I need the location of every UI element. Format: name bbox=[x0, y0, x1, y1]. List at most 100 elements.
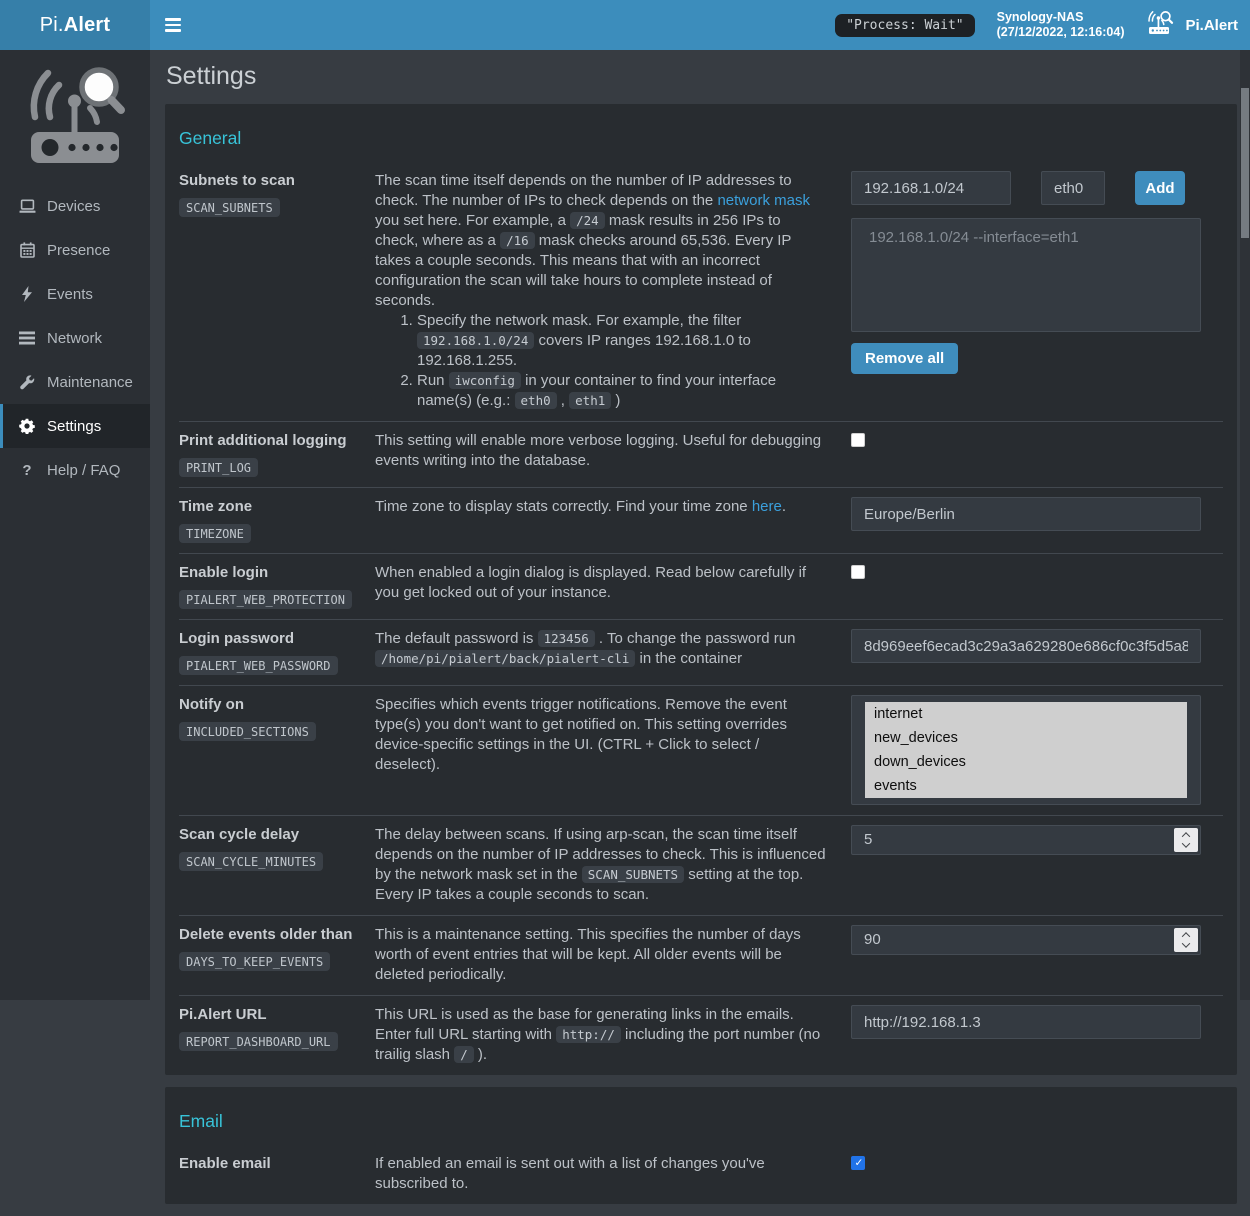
sidebar-item-label: Network bbox=[47, 330, 102, 347]
setting-description: This setting will enable more verbose lo… bbox=[375, 431, 845, 477]
notify-on-multiselect[interactable]: internet new_devices down_devices events bbox=[851, 695, 1201, 805]
scrollbar-track[interactable] bbox=[1240, 50, 1250, 1000]
sidebar-item-label: Maintenance bbox=[47, 374, 133, 391]
setting-control-cell: Add 192.168.1.0/24 --interface=eth1 Remo… bbox=[845, 171, 1223, 411]
notify-option-internet[interactable]: internet bbox=[865, 702, 1187, 726]
setting-description: This is a maintenance setting. This spec… bbox=[375, 925, 845, 985]
sidebar-item-network[interactable]: Network bbox=[0, 316, 150, 360]
setting-row-scan-cycle: Scan cycle delay SCAN_CYCLE_MINUTES The … bbox=[179, 816, 1223, 916]
env-var-badge: REPORT_DASHBOARD_URL bbox=[179, 1032, 338, 1051]
subnet-step-2: Run iwconfig in your container to find y… bbox=[417, 371, 827, 411]
setting-label-cell: Time zone TIMEZONE bbox=[179, 497, 375, 543]
subnet-list-item[interactable]: 192.168.1.0/24 --interface=eth1 bbox=[869, 229, 1183, 246]
notify-option-events[interactable]: events bbox=[865, 774, 1187, 798]
setting-control-cell bbox=[845, 431, 1223, 477]
sidebar-item-maintenance[interactable]: Maintenance bbox=[0, 360, 150, 404]
brand-logo[interactable]: Pi.Alert bbox=[0, 0, 150, 50]
sidebar-item-events[interactable]: Events bbox=[0, 272, 150, 316]
setting-description: If enabled an email is sent out with a l… bbox=[375, 1154, 845, 1194]
navbar-app-block[interactable]: Pi.Alert bbox=[1146, 10, 1250, 40]
question-icon: ? bbox=[18, 462, 36, 479]
remove-all-button[interactable]: Remove all bbox=[851, 343, 958, 374]
setting-label: Pi.Alert URL bbox=[179, 1005, 375, 1025]
pialert-url-input[interactable] bbox=[851, 1005, 1201, 1039]
enable-email-checkbox[interactable] bbox=[851, 1156, 865, 1170]
setting-row-enable-email: Enable email If enabled an email is sent… bbox=[179, 1145, 1223, 1204]
notify-option-new-devices[interactable]: new_devices bbox=[865, 726, 1187, 750]
pialert-logo bbox=[0, 50, 150, 184]
setting-control-cell bbox=[845, 1005, 1223, 1065]
timezone-link[interactable]: here bbox=[752, 498, 782, 515]
devices-icon bbox=[18, 199, 36, 214]
setting-control-cell: 5 bbox=[845, 825, 1223, 905]
notify-option-down-devices[interactable]: down_devices bbox=[865, 750, 1187, 774]
subnet-steps-list: Specify the network mask. For example, t… bbox=[375, 311, 827, 411]
sidebar-item-help[interactable]: ? Help / FAQ bbox=[0, 448, 150, 492]
main-content: Settings General Subnets to scan SCAN_SU… bbox=[150, 50, 1250, 1216]
top-header: Pi.Alert "Process: Wait" Synology-NAS (2… bbox=[0, 0, 1250, 50]
setting-description: The delay between scans. If using arp-sc… bbox=[375, 825, 845, 905]
login-password-input[interactable] bbox=[851, 629, 1201, 663]
sidebar-item-label: Presence bbox=[47, 242, 110, 259]
setting-description: The default password is 123456 . To chan… bbox=[375, 629, 845, 675]
setting-label: Notify on bbox=[179, 695, 375, 715]
setting-label: Enable login bbox=[179, 563, 375, 583]
sidebar-item-settings[interactable]: Settings bbox=[0, 404, 150, 448]
delete-days-number-input[interactable]: 90 bbox=[851, 925, 1201, 955]
setting-label-cell: Enable login PIALERT_WEB_PROTECTION bbox=[179, 563, 375, 609]
setting-label-cell: Scan cycle delay SCAN_CYCLE_MINUTES bbox=[179, 825, 375, 905]
number-spinner[interactable] bbox=[1174, 828, 1198, 852]
number-spinner[interactable] bbox=[1174, 928, 1198, 952]
subnet-listbox[interactable]: 192.168.1.0/24 --interface=eth1 bbox=[851, 218, 1201, 332]
interface-input[interactable] bbox=[1041, 171, 1105, 205]
process-status-badge: "Process: Wait" bbox=[835, 14, 974, 37]
env-var-badge: PIALERT_WEB_PASSWORD bbox=[179, 656, 338, 675]
setting-control-cell: internet new_devices down_devices events bbox=[845, 695, 1223, 805]
setting-label-cell: Notify on INCLUDED_SECTIONS bbox=[179, 695, 375, 805]
env-var-badge: TIMEZONE bbox=[179, 524, 251, 543]
email-settings-card: Email Enable email If enabled an email i… bbox=[165, 1087, 1237, 1204]
setting-row-subnets: Subnets to scan SCAN_SUBNETS The scan ti… bbox=[179, 162, 1223, 422]
sidebar-item-devices[interactable]: Devices bbox=[0, 184, 150, 228]
add-button[interactable]: Add bbox=[1135, 171, 1185, 205]
nas-name: Synology-NAS bbox=[997, 10, 1125, 25]
setting-label-cell: Enable email bbox=[179, 1154, 375, 1194]
setting-label-cell: Subnets to scan SCAN_SUBNETS bbox=[179, 171, 375, 411]
setting-label: Scan cycle delay bbox=[179, 825, 375, 845]
setting-label: Subnets to scan bbox=[179, 171, 375, 191]
setting-control-cell bbox=[845, 1154, 1223, 1194]
wrench-icon bbox=[18, 374, 36, 390]
network-mask-link[interactable]: network mask bbox=[717, 192, 810, 209]
setting-label: Enable email bbox=[179, 1154, 375, 1174]
env-var-badge: SCAN_SUBNETS bbox=[179, 198, 280, 217]
env-var-badge: DAYS_TO_KEEP_EVENTS bbox=[179, 952, 330, 971]
env-var-badge: PIALERT_WEB_PROTECTION bbox=[179, 590, 352, 609]
setting-row-print-log: Print additional logging PRINT_LOG This … bbox=[179, 422, 1223, 488]
timezone-input[interactable] bbox=[851, 497, 1201, 531]
setting-description: Time zone to display stats correctly. Fi… bbox=[375, 497, 845, 543]
setting-label: Login password bbox=[179, 629, 375, 649]
enable-login-checkbox[interactable] bbox=[851, 565, 865, 579]
router-scan-icon bbox=[1146, 10, 1176, 40]
navbar: "Process: Wait" Synology-NAS (27/12/2022… bbox=[150, 0, 1250, 50]
section-heading-email: Email bbox=[179, 1087, 1223, 1145]
setting-label-cell: Pi.Alert URL REPORT_DASHBOARD_URL bbox=[179, 1005, 375, 1065]
subnet-input[interactable] bbox=[851, 171, 1011, 205]
sidebar-item-label: Events bbox=[47, 286, 93, 303]
scan-cycle-number-input[interactable]: 5 bbox=[851, 825, 1201, 855]
setting-row-notify-on: Notify on INCLUDED_SECTIONS Specifies wh… bbox=[179, 686, 1223, 816]
setting-control-cell bbox=[845, 563, 1223, 609]
setting-row-login-password: Login password PIALERT_WEB_PASSWORD The … bbox=[179, 620, 1223, 686]
scrollbar-thumb[interactable] bbox=[1241, 88, 1249, 238]
sidebar-item-presence[interactable]: Presence bbox=[0, 228, 150, 272]
brand-prefix: Pi. bbox=[40, 14, 64, 37]
print-log-checkbox[interactable] bbox=[851, 433, 865, 447]
setting-row-timezone: Time zone TIMEZONE Time zone to display … bbox=[179, 488, 1223, 554]
navbar-app-name: Pi.Alert bbox=[1185, 17, 1238, 34]
brand-suffix: Alert bbox=[64, 14, 111, 37]
gear-icon bbox=[18, 418, 36, 434]
hamburger-icon[interactable] bbox=[150, 0, 196, 50]
setting-description: Specifies which events trigger notificat… bbox=[375, 695, 845, 805]
nas-timestamp: (27/12/2022, 12:16:04) bbox=[997, 25, 1125, 40]
subnet-step-1: Specify the network mask. For example, t… bbox=[417, 311, 827, 371]
